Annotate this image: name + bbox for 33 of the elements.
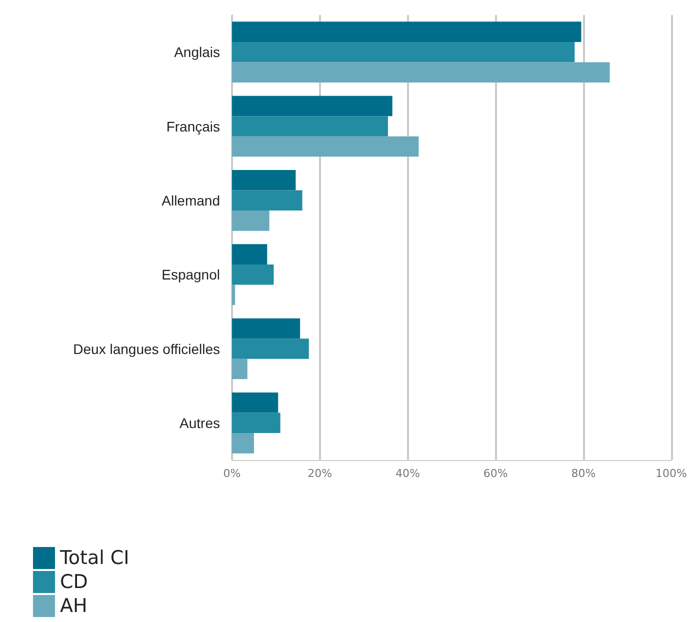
x-tick-label: 100%	[656, 467, 688, 480]
y-tick-label: Allemand	[162, 192, 220, 208]
bar	[232, 210, 270, 231]
legend-label: Total CI	[59, 547, 130, 569]
bar	[232, 338, 309, 359]
bar	[232, 136, 419, 157]
y-tick-label: Autres	[180, 414, 220, 431]
x-tick-label: 20%	[308, 467, 332, 480]
legend-label: AH	[60, 595, 88, 617]
bar	[232, 22, 582, 42]
bar	[232, 190, 302, 211]
x-tick-label: 80%	[571, 467, 596, 480]
bar	[232, 42, 575, 62]
bar	[232, 392, 278, 413]
bar	[232, 116, 388, 136]
x-tick-label: 40%	[395, 467, 420, 480]
bar	[232, 244, 268, 264]
y-tick-label: Anglais	[174, 44, 220, 60]
y-tick-label: Français	[166, 118, 220, 134]
legend-label: CD	[60, 571, 88, 593]
bar	[232, 96, 392, 116]
bar	[232, 62, 610, 82]
bar	[232, 318, 300, 339]
x-tick-label: 0%	[223, 467, 241, 480]
bar	[232, 358, 248, 380]
bar	[232, 433, 254, 454]
bar	[232, 264, 274, 285]
y-tick-label: Espagnol	[162, 266, 220, 283]
x-tick-label: 60%	[483, 467, 508, 480]
bar	[232, 284, 236, 305]
bar	[232, 412, 280, 434]
y-tick-label: Deux langues officielles	[73, 340, 220, 357]
bar	[232, 170, 296, 190]
